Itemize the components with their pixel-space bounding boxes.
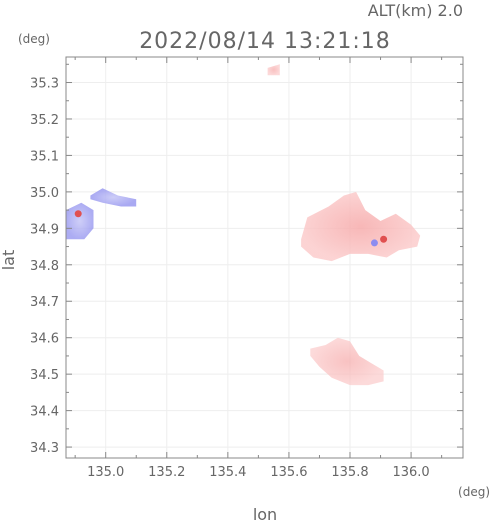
chart-title: 2022/08/14 13:21:18 — [139, 29, 391, 54]
y-tick-label-2: 34.5 — [30, 368, 59, 383]
x-axis-unit: (deg) — [458, 485, 490, 499]
region-positive-2 — [267, 64, 280, 76]
y-tick-label-4: 34.7 — [30, 295, 59, 310]
y-tick-label-6: 34.9 — [30, 222, 59, 237]
axes: 135.0 135.2 135.4 135.6 135.8 136.0 34.3 34.4 34… — [30, 56, 464, 480]
region-positive-0 — [301, 191, 421, 262]
y-tick-label-3: 34.6 — [30, 332, 59, 347]
velocity-field — [66, 64, 421, 386]
y-tick-label-9: 35.2 — [30, 113, 59, 128]
x-tick-label-1: 135.2 — [148, 465, 185, 480]
x-axis-label: lon — [253, 505, 277, 521]
altitude-annotation: ALT(km) 2.0 — [368, 1, 463, 20]
hotspot-0 — [380, 235, 388, 243]
region-negative-4 — [66, 202, 94, 240]
y-tick-label-8: 35.1 — [30, 149, 59, 164]
y-axis-label: lat — [0, 250, 18, 271]
y-tick-label-0: 34.3 — [30, 441, 59, 456]
region-negative-3 — [90, 188, 137, 207]
y-tick-label-5: 34.8 — [30, 259, 59, 274]
y-axis-unit: (deg) — [18, 32, 50, 46]
y-tick-label-1: 34.4 — [30, 405, 59, 420]
x-tick-label-2: 135.4 — [209, 465, 246, 480]
region-positive-1 — [310, 337, 384, 386]
x-tick-label-0: 135.0 — [87, 465, 124, 480]
y-tick-label-10: 35.3 — [30, 77, 59, 92]
hotspot-2 — [74, 210, 82, 218]
x-tick-label-4: 135.8 — [331, 465, 368, 480]
plot-frame — [65, 56, 464, 459]
x-tick-label-3: 135.6 — [270, 465, 307, 480]
y-tick-label-7: 35.0 — [30, 186, 59, 201]
hotspot-1 — [370, 239, 378, 247]
x-tick-label-5: 136.0 — [392, 465, 429, 480]
